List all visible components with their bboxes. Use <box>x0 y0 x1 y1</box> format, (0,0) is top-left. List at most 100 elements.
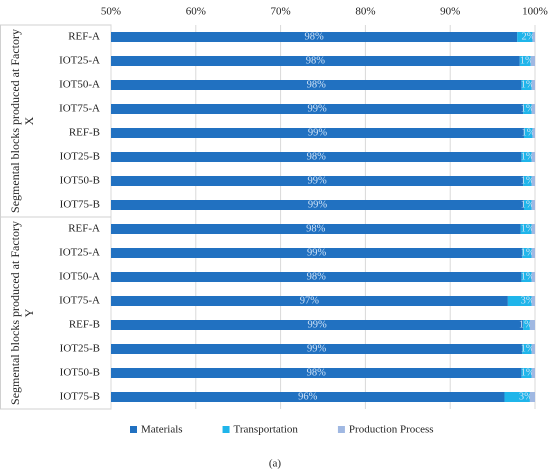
data-label: 96% <box>298 391 318 402</box>
bar-segment <box>530 56 535 66</box>
data-label: 2% <box>521 31 535 42</box>
data-label: 98% <box>307 151 327 162</box>
data-label: 99% <box>307 343 327 354</box>
bar-segment <box>523 128 533 138</box>
bar-segment <box>522 248 532 258</box>
data-label: 99% <box>307 247 327 258</box>
bar-segment <box>521 152 532 162</box>
bar-segment <box>111 56 520 66</box>
bar-segment <box>529 320 535 330</box>
data-label: 98% <box>307 79 327 90</box>
group-label: Segmental blocks produced at FactoryX <box>8 29 36 213</box>
legend-swatch <box>337 426 345 433</box>
bar-segment <box>521 368 532 378</box>
bar-segment <box>523 104 532 114</box>
data-label: 1% <box>521 343 535 354</box>
y-tick-label: REF-A <box>68 31 100 43</box>
y-tick-label: IOT75-B <box>60 199 100 211</box>
x-tick-label: 80% <box>355 6 375 18</box>
bar-segment <box>521 272 532 282</box>
data-label: 98% <box>307 271 327 282</box>
x-tick-label: 90% <box>440 6 460 18</box>
bar-segment <box>532 32 535 42</box>
data-label: 99% <box>307 319 327 330</box>
bar-segment <box>523 176 532 186</box>
x-tick-label: 100% <box>522 6 548 18</box>
bar-segment <box>531 368 535 378</box>
y-tick-label: IOT50-A <box>59 79 100 91</box>
y-tick-label: REF-A <box>68 223 100 235</box>
data-label: 3% <box>521 295 535 306</box>
bar-segment <box>111 296 508 306</box>
caption: (a) <box>269 458 282 470</box>
bar-segment <box>111 176 524 186</box>
bar-segment <box>111 128 524 138</box>
y-tick-label: IOT75-A <box>59 103 100 115</box>
bar-segment <box>531 200 535 210</box>
data-label: 98% <box>307 367 327 378</box>
bar-segment <box>504 392 530 402</box>
legend-label: Transportation <box>234 424 299 436</box>
legend-label: Materials <box>141 424 183 436</box>
data-label: 1% <box>521 247 535 258</box>
bar-segment <box>111 80 522 90</box>
data-label: 1% <box>519 319 533 330</box>
data-label: 98% <box>306 55 326 66</box>
x-tick-label: 50% <box>101 6 121 18</box>
legend-label: Production Process <box>349 424 434 436</box>
bar-segment <box>507 296 532 306</box>
data-label: 1% <box>521 199 535 210</box>
y-tick-label: IOT75-B <box>60 391 100 403</box>
data-label: 1% <box>520 55 534 66</box>
y-tick-label: IOT25-A <box>59 55 100 67</box>
y-tick-label: IOT50-B <box>60 175 100 187</box>
bar-segment <box>111 368 522 378</box>
bar-segment <box>523 320 530 330</box>
bar-segment <box>111 272 522 282</box>
y-tick-label: IOT75-A <box>59 295 100 307</box>
legend-swatch <box>130 426 137 433</box>
data-label: 1% <box>521 223 535 234</box>
data-label: 99% <box>308 199 328 210</box>
bar-segment <box>111 392 505 402</box>
data-label: 98% <box>304 31 324 42</box>
bar-segment <box>531 344 535 354</box>
data-label: 99% <box>307 175 327 186</box>
x-tick-label: 70% <box>271 6 291 18</box>
data-label: 98% <box>306 223 326 234</box>
bar-segment <box>111 320 524 330</box>
bar-segment <box>111 344 523 354</box>
bar-segment <box>531 224 535 234</box>
bar-segment <box>531 272 535 282</box>
y-tick-label: IOT25-B <box>60 343 100 355</box>
y-tick-label: IOT25-A <box>59 247 100 259</box>
data-label: 1% <box>521 151 535 162</box>
bar-segment <box>523 200 532 210</box>
data-label: 1% <box>521 79 535 90</box>
data-label: 1% <box>521 127 535 138</box>
y-tick-label: REF-B <box>69 319 100 331</box>
bar-segment <box>529 392 535 402</box>
data-label: 3% <box>519 391 533 402</box>
bar-segment <box>520 224 532 234</box>
bar-segment <box>111 224 521 234</box>
data-label: 99% <box>308 127 328 138</box>
bar-segment <box>111 200 524 210</box>
bar-segment <box>531 176 535 186</box>
bar-segment <box>111 152 522 162</box>
bar-segment <box>531 248 535 258</box>
bar-segment <box>521 80 532 90</box>
group-label: Segmental blocks produced at FactoryY <box>8 221 36 405</box>
bar-segment <box>532 128 535 138</box>
data-label: 1% <box>521 367 535 378</box>
bar-segment <box>531 80 535 90</box>
bar-segment <box>522 344 532 354</box>
bar-segment <box>517 32 533 42</box>
data-label: 99% <box>307 103 327 114</box>
data-label: 1% <box>521 103 535 114</box>
bar-segment <box>531 296 535 306</box>
data-label: 1% <box>521 175 535 186</box>
x-tick-label: 60% <box>186 6 206 18</box>
y-tick-label: IOT50-A <box>59 271 100 283</box>
